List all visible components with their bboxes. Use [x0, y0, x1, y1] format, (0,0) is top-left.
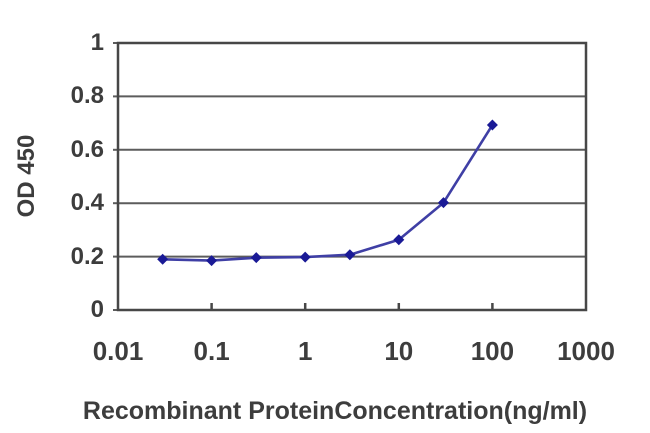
y-tick-label: 0.6 [70, 135, 104, 163]
y-tick-label: 0.8 [70, 82, 104, 110]
y-axis-title: OD 450 [13, 134, 40, 218]
y-tick-label: 1 [90, 29, 104, 56]
x-tick-label: 10 [384, 336, 414, 366]
data-point-marker [250, 252, 262, 264]
data-point-marker [299, 251, 311, 263]
data-point-marker [157, 253, 169, 265]
data-point-marker [486, 119, 498, 131]
x-tick-label: 100 [470, 336, 515, 366]
series-line [162, 124, 494, 262]
data-point-marker [344, 249, 356, 261]
y-tick-label: 0 [90, 296, 104, 323]
data-point-marker [206, 255, 218, 267]
data-point-marker [437, 197, 449, 209]
plot-border [116, 41, 588, 312]
y-tick-label: 0.4 [70, 189, 104, 217]
y-tick-label: 0.2 [70, 242, 104, 270]
x-axis-title: Recombinant ProteinConcentration(ng/ml) [82, 397, 588, 425]
x-tick-label: 0.1 [193, 336, 230, 366]
x-tick-label: 0.01 [92, 336, 144, 366]
x-tick-label: 1 [297, 336, 313, 366]
data-point-marker [393, 234, 405, 246]
x-tick-label: 1000 [557, 336, 615, 366]
